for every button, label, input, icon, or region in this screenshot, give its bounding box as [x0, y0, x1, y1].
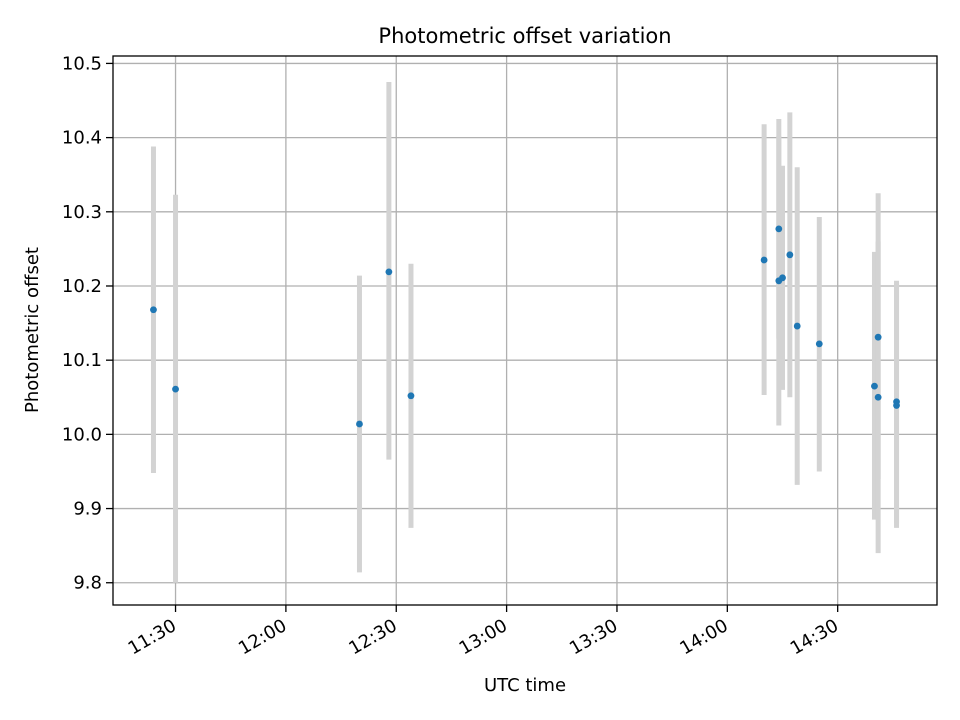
data-points	[150, 225, 900, 428]
data-point	[815, 340, 823, 348]
data-point	[385, 268, 393, 276]
y-tick-label: 10.4	[62, 128, 102, 149]
data-point	[775, 225, 783, 233]
y-axis: 9.8 9.9 10.0 10.1 10.2 10.3 10.4 10.5	[62, 53, 113, 594]
data-point	[760, 256, 768, 264]
y-tick-label: 10.5	[62, 53, 102, 74]
data-point	[786, 251, 794, 259]
y-axis-title: Photometric offset	[22, 247, 43, 413]
data-point	[793, 322, 801, 330]
data-point	[871, 382, 878, 390]
data-point	[356, 420, 363, 428]
y-tick-label: 10.0	[62, 424, 102, 445]
y-tick-label: 10.2	[62, 276, 102, 297]
plot-frame	[112, 55, 938, 606]
chart-title: Photometric offset variation	[378, 24, 671, 48]
data-point	[172, 385, 179, 393]
y-tick-label: 10.3	[62, 202, 102, 223]
y-tick-label: 9.9	[73, 499, 102, 520]
data-point	[874, 333, 882, 341]
data-point	[779, 274, 786, 282]
y-tick-label: 9.8	[73, 573, 102, 594]
data-point	[407, 392, 415, 400]
plot-area	[113, 56, 937, 605]
data-point	[874, 393, 882, 401]
y-tick-label: 10.1	[62, 350, 102, 371]
data-point	[150, 306, 157, 314]
x-axis-title: UTC time	[484, 675, 566, 696]
data-point	[893, 402, 900, 409]
